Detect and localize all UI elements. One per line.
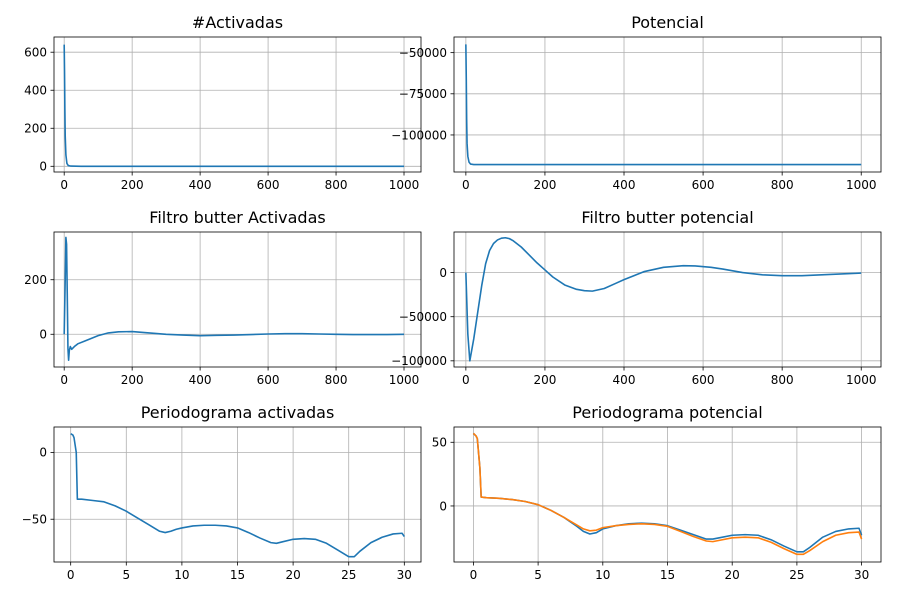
x-tick-label: 0 [462, 178, 470, 192]
subplot-1: 0 200 400 600 800 1000 0 200 400 600 #Activadas [24, 13, 422, 192]
x-tick-label: 200 [121, 178, 144, 192]
subplot-title: Filtro butter potencial [581, 208, 753, 227]
x-tick-label: 600 [692, 178, 715, 192]
x-tick-label: 0 [60, 373, 68, 387]
subplot-3: 0 200 400 600 800 1000 0 200 Filtro butter Activ… [24, 208, 422, 387]
x-tick-label: 15 [660, 568, 675, 582]
subplot-6: 0 5 10 15 20 25 30 50 0 Periodograma potencial [432, 403, 882, 582]
x-tick-label: 200 [533, 373, 556, 387]
x-tick-label: 25 [789, 568, 804, 582]
y-tick-label: 200 [24, 122, 47, 136]
x-tick-label: 10 [174, 568, 189, 582]
x-tick-label: 20 [725, 568, 740, 582]
x-tick-label: 600 [692, 373, 715, 387]
axes-frame [453, 36, 882, 173]
x-tick-label: 0 [462, 373, 470, 387]
x-tick-label: 200 [533, 178, 556, 192]
x-tick-label: 0 [67, 568, 75, 582]
y-tick-label: 0 [39, 160, 47, 174]
subplot-4: 0 200 400 600 800 1000 0 −50000 −100000 Filtro bu… [391, 208, 882, 387]
x-tick-label: 20 [285, 568, 300, 582]
x-tick-label: 600 [257, 373, 280, 387]
series-line-1 [465, 236, 862, 362]
x-tick-label: 30 [397, 568, 412, 582]
x-tick-label: 800 [771, 178, 794, 192]
x-tick-label: 400 [613, 178, 636, 192]
subplot-5: 0 5 10 15 20 25 30 0 −50 Periodograma activadas [22, 403, 422, 582]
y-tick-label: −100000 [391, 354, 447, 368]
series-line-1 [70, 432, 405, 558]
y-tick-label: 0 [439, 499, 447, 513]
y-tick-label: 600 [24, 46, 47, 60]
series-line-1 [63, 44, 405, 168]
subplot-title: Periodograma potencial [572, 403, 762, 422]
x-tick-label: 800 [325, 373, 348, 387]
axes-frame [453, 231, 882, 368]
y-tick-label: 50 [432, 436, 447, 450]
y-tick-label: 0 [39, 446, 47, 460]
x-tick-label: 400 [189, 373, 212, 387]
x-tick-label: 400 [189, 178, 212, 192]
x-tick-label: 1000 [846, 178, 877, 192]
x-tick-label: 5 [534, 568, 542, 582]
x-tick-label: 1000 [389, 178, 420, 192]
y-tick-label: −100000 [391, 128, 447, 142]
series-line-2 [472, 432, 863, 556]
subplot-title: Filtro butter Activadas [149, 208, 325, 227]
subplot-title: Potencial [631, 13, 704, 32]
y-tick-label: −75000 [399, 87, 447, 101]
x-tick-label: 15 [230, 568, 245, 582]
y-tick-label: 200 [24, 273, 47, 287]
series-line-1 [63, 236, 405, 361]
x-tick-label: 800 [771, 373, 794, 387]
x-tick-label: 30 [854, 568, 869, 582]
x-tick-label: 800 [325, 178, 348, 192]
x-tick-label: 5 [122, 568, 130, 582]
subplot-title: #Activadas [192, 13, 283, 32]
x-tick-label: 600 [257, 178, 280, 192]
x-tick-label: 0 [60, 178, 68, 192]
x-tick-label: 0 [470, 568, 478, 582]
y-tick-label: 0 [439, 266, 447, 280]
axes-frame [53, 231, 422, 368]
x-tick-label: 200 [121, 373, 144, 387]
x-tick-label: 1000 [389, 373, 420, 387]
x-tick-label: 10 [595, 568, 610, 582]
y-tick-label: −50000 [399, 46, 447, 60]
x-tick-label: 1000 [846, 373, 877, 387]
x-tick-label: 400 [613, 373, 636, 387]
axes-frame [53, 36, 422, 173]
y-tick-label: −50000 [399, 310, 447, 324]
subplot-title: Periodograma activadas [141, 403, 335, 422]
y-tick-label: 0 [39, 328, 47, 342]
subplot-2: 0 200 400 600 800 1000 −50000 −75000 −100000 Pote… [391, 13, 882, 192]
x-tick-label: 25 [341, 568, 356, 582]
y-tick-label: −50 [22, 513, 47, 527]
series-line-1 [465, 44, 862, 166]
y-tick-label: 400 [24, 84, 47, 98]
